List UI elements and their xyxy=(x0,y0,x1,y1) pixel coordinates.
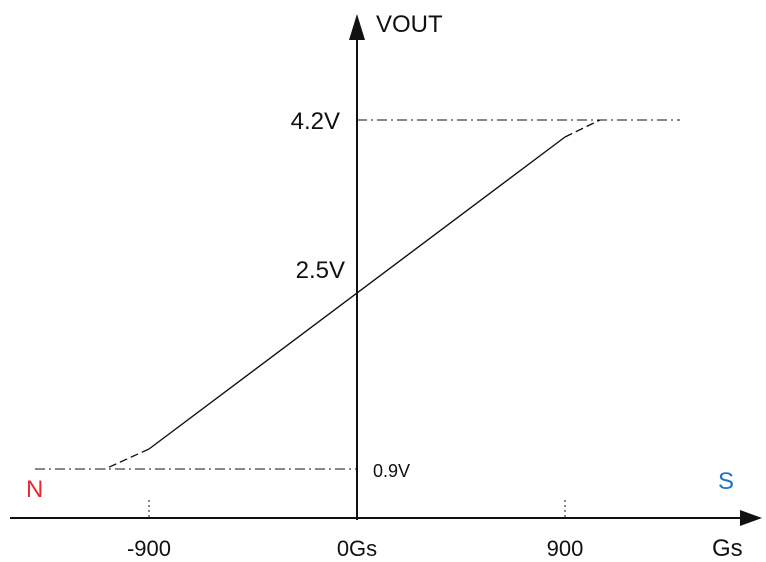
saturation-high-line xyxy=(564,119,601,138)
y-tick-label-0-9v: 0.9V xyxy=(373,461,410,481)
north-pole-label: N xyxy=(26,476,43,503)
saturation-low-line xyxy=(104,448,150,470)
x-axis-label: Gs xyxy=(712,535,743,562)
linear-output-line xyxy=(148,136,566,450)
y-axis-arrow-icon xyxy=(349,14,365,40)
x-tick-label-zero: 0Gs xyxy=(337,536,377,561)
y-axis-label: VOUT xyxy=(376,11,443,38)
y-tick-label-2-5v: 2.5V xyxy=(296,257,345,284)
south-pole-label: S xyxy=(718,468,734,495)
y-tick-label-4-2v: 4.2V xyxy=(291,108,340,135)
x-axis-arrow-icon xyxy=(740,510,762,526)
x-tick-label-neg-900: -900 xyxy=(127,536,171,561)
x-tick-label-pos-900: 900 xyxy=(547,536,584,561)
